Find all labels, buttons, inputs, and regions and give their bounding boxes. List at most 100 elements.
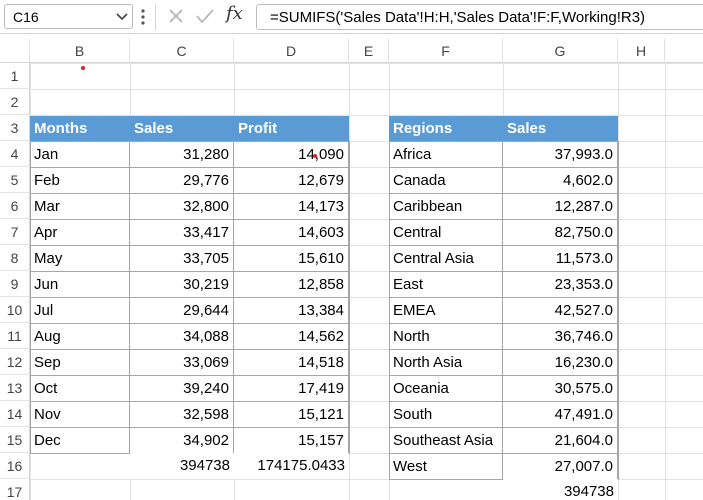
table-cell[interactable]: 42,527.0 [503, 298, 618, 324]
table-cell[interactable]: 82,750.0 [503, 220, 618, 246]
table-cell[interactable]: 4,602.0 [503, 168, 618, 194]
table-cell[interactable]: 29,644 [130, 298, 234, 324]
column-header-f[interactable]: F [389, 39, 503, 63]
table-cell[interactable]: Apr [30, 220, 130, 246]
table-header-cell[interactable]: Sales [130, 116, 234, 142]
row-header[interactable]: 1 [0, 63, 30, 89]
table-cell[interactable]: 33,417 [130, 220, 234, 246]
table-cell[interactable]: 30,575.0 [503, 376, 618, 402]
table-cell[interactable]: Mar [30, 194, 130, 220]
table-cell[interactable]: West [389, 454, 503, 480]
table-cell[interactable]: 13,384 [234, 298, 349, 324]
table-cell[interactable]: May [30, 246, 130, 272]
table-cell[interactable]: Central [389, 220, 503, 246]
table-cell[interactable]: 33,069 [130, 350, 234, 376]
table-cell[interactable]: Feb [30, 168, 130, 194]
table-cell[interactable]: South [389, 402, 503, 428]
row-header[interactable]: 8 [0, 245, 30, 271]
row-header[interactable]: 6 [0, 193, 30, 219]
table-cell[interactable]: EMEA [389, 298, 503, 324]
table-cell[interactable]: 16,230.0 [503, 350, 618, 376]
name-box[interactable]: C16 [4, 4, 133, 29]
table-cell[interactable]: North [389, 324, 503, 350]
table-header-cell[interactable]: Profit [234, 116, 349, 142]
table-cell[interactable]: 21,604.0 [503, 428, 618, 454]
row-header[interactable]: 17 [0, 479, 30, 500]
table-cell[interactable]: 34,902 [130, 428, 234, 454]
more-options-icon[interactable] [140, 8, 146, 26]
table-cell[interactable]: 27,007.0 [503, 454, 618, 480]
chevron-down-icon[interactable] [116, 12, 128, 22]
row-header[interactable]: 15 [0, 427, 30, 453]
column-header-g[interactable]: G [503, 39, 618, 63]
table-cell[interactable]: 39,240 [130, 376, 234, 402]
region-total-sales-cell[interactable]: 394738 [503, 479, 618, 500]
table-cell[interactable]: Oceania [389, 376, 503, 402]
table-cell[interactable]: Jan [30, 142, 130, 168]
column-header-d[interactable]: D [234, 39, 349, 63]
table-header-cell[interactable]: Months [30, 116, 130, 142]
table-cell[interactable]: 36,746.0 [503, 324, 618, 350]
table-cell[interactable]: 47,491.0 [503, 402, 618, 428]
table-cell[interactable]: 14,603 [234, 220, 349, 246]
table-cell[interactable]: 15,610 [234, 246, 349, 272]
column-header-e[interactable]: E [349, 39, 389, 63]
table-cell[interactable]: Caribbean [389, 194, 503, 220]
table-cell[interactable]: North Asia [389, 350, 503, 376]
table-cell[interactable]: Jul [30, 298, 130, 324]
column-header-h[interactable]: H [618, 39, 665, 63]
table-cell[interactable]: 11,573.0 [503, 246, 618, 272]
total-sales-cell[interactable]: 394738 [130, 453, 234, 479]
table-cell[interactable]: Oct [30, 376, 130, 402]
table-cell[interactable]: Nov [30, 402, 130, 428]
cancel-icon[interactable] [168, 8, 184, 24]
row-header[interactable]: 11 [0, 323, 30, 349]
row-header[interactable]: 12 [0, 349, 30, 375]
table-cell[interactable]: 34,088 [130, 324, 234, 350]
table-header-cell[interactable]: Regions [389, 116, 503, 142]
table-cell[interactable]: Canada [389, 168, 503, 194]
table-cell[interactable]: 33,705 [130, 246, 234, 272]
total-profit-cell[interactable]: 174175.0433 [234, 453, 349, 479]
column-header-b[interactable]: B [30, 39, 130, 63]
table-cell[interactable]: 32,598 [130, 402, 234, 428]
table-cell[interactable]: 14,173 [234, 194, 349, 220]
row-header[interactable]: 2 [0, 89, 30, 115]
column-header-c[interactable]: C [130, 39, 234, 63]
row-header[interactable]: 5 [0, 167, 30, 193]
table-cell[interactable]: 31,280 [130, 142, 234, 168]
row-header[interactable]: 16 [0, 453, 30, 479]
table-cell[interactable]: 14,518 [234, 350, 349, 376]
table-cell[interactable]: Central Asia [389, 246, 503, 272]
row-header[interactable]: 13 [0, 375, 30, 401]
table-cell[interactable]: 12,287.0 [503, 194, 618, 220]
table-cell[interactable]: 12,858 [234, 272, 349, 298]
table-cell[interactable]: Southeast Asia [389, 428, 503, 454]
table-cell[interactable]: 23,353.0 [503, 272, 618, 298]
enter-check-icon[interactable] [196, 8, 214, 24]
table-cell[interactable]: 14,090 [234, 142, 349, 168]
select-all-corner[interactable] [0, 39, 30, 63]
row-header[interactable]: 4 [0, 141, 30, 167]
table-cell[interactable]: Sep [30, 350, 130, 376]
table-cell[interactable]: 15,157 [234, 428, 349, 454]
table-cell[interactable]: East [389, 272, 503, 298]
table-cell[interactable]: 14,562 [234, 324, 349, 350]
table-cell[interactable]: 12,679 [234, 168, 349, 194]
table-cell[interactable]: 15,121 [234, 402, 349, 428]
row-header[interactable]: 10 [0, 297, 30, 323]
insert-function-icon[interactable]: fx [226, 3, 243, 24]
table-header-cell[interactable]: Sales [503, 116, 618, 142]
table-cell[interactable]: Aug [30, 324, 130, 350]
formula-input[interactable]: =SUMIFS('Sales Data'!H:H,'Sales Data'!F:… [256, 4, 703, 30]
row-header[interactable]: 9 [0, 271, 30, 297]
table-cell[interactable]: Africa [389, 142, 503, 168]
table-cell[interactable]: 29,776 [130, 168, 234, 194]
table-cell[interactable]: 37,993.0 [503, 142, 618, 168]
table-cell[interactable]: Jun [30, 272, 130, 298]
row-header[interactable]: 14 [0, 401, 30, 427]
row-header[interactable]: 3 [0, 115, 30, 141]
row-header[interactable]: 7 [0, 219, 30, 245]
table-cell[interactable]: 32,800 [130, 194, 234, 220]
table-cell[interactable]: Dec [30, 428, 130, 454]
